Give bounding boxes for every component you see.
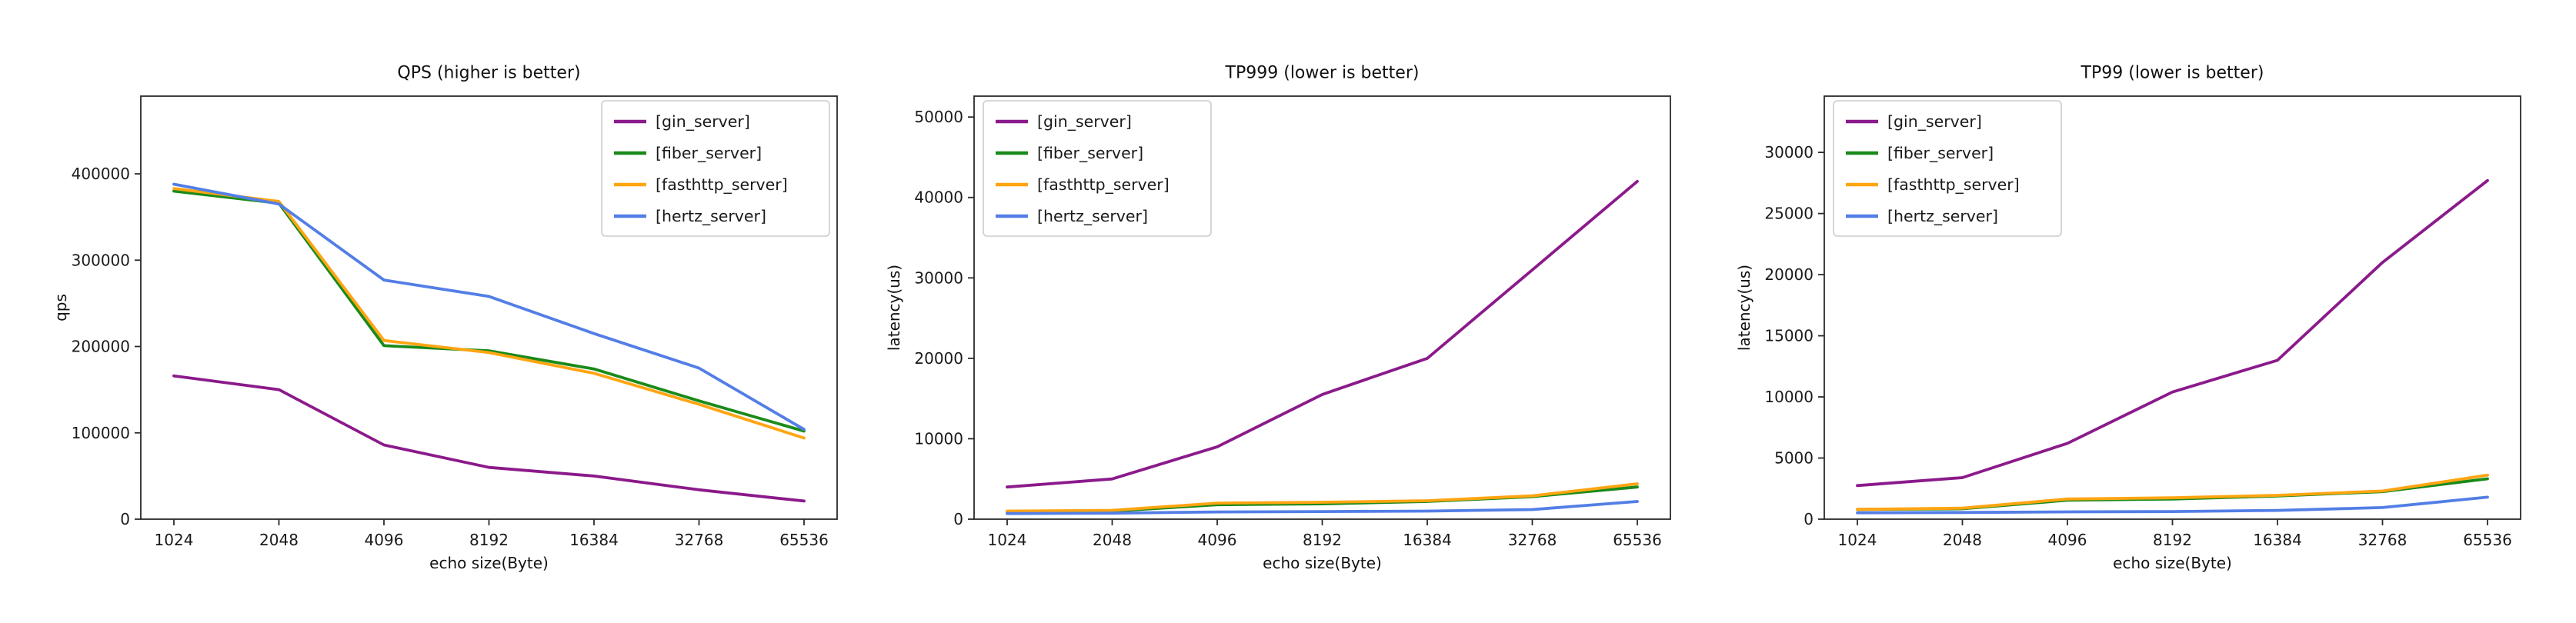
legend-label: [hertz_server] [1037, 207, 1148, 226]
series-line-gin_server [1006, 179, 1639, 489]
x-tick-label: 8192 [2153, 531, 2192, 549]
y-axis-label-latency: latency(us) [885, 264, 903, 351]
x-axis-label-echo-size: echo size(Byte) [429, 554, 549, 572]
x-tick-label: 4096 [1198, 531, 1237, 549]
x-tick-label: 65536 [1613, 531, 1662, 549]
x-tick-label: 32768 [2358, 531, 2407, 549]
y-tick-label: 200000 [72, 338, 130, 356]
legend-label: [fasthttp_server] [1887, 175, 2020, 195]
x-tick-label: 16384 [569, 531, 619, 549]
x-tick-label: 2048 [259, 531, 299, 549]
x-tick-label: 8192 [1303, 531, 1342, 549]
legend-box [983, 100, 1212, 237]
y-axis-label-qps: qps [52, 294, 70, 321]
y-tick-label: 25000 [1764, 205, 1814, 223]
y-tick-label: 0 [953, 510, 963, 528]
y-tick-label: 30000 [914, 268, 963, 287]
series-line-gin_server [172, 374, 806, 503]
x-tick-label: 1024 [1838, 531, 1877, 549]
legend-label: [gin_server] [1037, 112, 1132, 132]
legend-label: [gin_server] [656, 112, 750, 132]
legend-label: [fiber_server] [1887, 144, 1994, 163]
y-tick-label: 10000 [1764, 388, 1814, 406]
y-axis-label-latency: latency(us) [1735, 264, 1753, 351]
series-line-fasthttp_server [1856, 473, 2489, 511]
legend-box [1833, 100, 2062, 237]
legend-label: [fiber_server] [656, 144, 762, 163]
x-axis-label-echo-size: echo size(Byte) [2113, 554, 2232, 572]
series-line-hertz_server [172, 182, 806, 431]
y-tick-label: 0 [1804, 510, 1814, 528]
y-tick-label: 40000 [914, 188, 963, 207]
chart-title-qps: QPS (higher is better) [397, 63, 581, 83]
x-tick-label: 32768 [1508, 531, 1557, 549]
x-tick-label: 4096 [365, 531, 404, 549]
y-tick-label: 30000 [1764, 143, 1814, 162]
x-tick-label: 65536 [779, 531, 829, 549]
legend-label: [fasthttp_server] [656, 175, 788, 195]
y-tick-label: 100000 [72, 424, 130, 442]
x-tick-label: 1024 [988, 531, 1027, 549]
y-tick-label: 0 [120, 510, 130, 528]
x-tick-label: 16384 [1403, 531, 1452, 549]
x-tick-label: 2048 [1943, 531, 1982, 549]
x-tick-label: 65536 [2463, 531, 2512, 549]
legend-box [601, 100, 830, 237]
series-line-hertz_server [1856, 495, 2489, 515]
series-line-fasthttp_server [1006, 482, 1639, 513]
y-tick-label: 50000 [914, 108, 963, 126]
series-line-hertz_server [1006, 500, 1639, 515]
chart-title-tp999: TP999 (lower is better) [1225, 63, 1420, 83]
legend-label: [hertz_server] [656, 207, 766, 226]
y-tick-label: 300000 [72, 251, 130, 269]
x-tick-label: 8192 [469, 531, 509, 549]
x-tick-label: 1024 [155, 531, 194, 549]
y-tick-label: 20000 [914, 349, 963, 368]
y-tick-label: 10000 [914, 429, 963, 448]
x-axis-label-echo-size: echo size(Byte) [1263, 554, 1382, 572]
legend-label: [gin_server] [1887, 112, 1982, 132]
y-tick-label: 15000 [1764, 327, 1814, 345]
series-line-fiber_server [1856, 477, 2489, 511]
series-line-gin_server [1856, 178, 2489, 488]
x-tick-label: 32768 [675, 531, 724, 549]
legend-label: [hertz_server] [1887, 207, 1998, 226]
legend-label: [fasthttp_server] [1037, 175, 1170, 195]
chart-title-tp99: TP99 (lower is better) [2080, 63, 2264, 83]
x-tick-label: 2048 [1093, 531, 1132, 549]
y-tick-label: 400000 [72, 165, 130, 183]
y-tick-label: 5000 [1774, 449, 1814, 468]
series-line-fasthttp_server [172, 187, 806, 440]
x-tick-label: 16384 [2253, 531, 2302, 549]
x-tick-label: 4096 [2048, 531, 2087, 549]
y-tick-label: 20000 [1764, 265, 1814, 284]
legend-label: [fiber_server] [1037, 144, 1143, 163]
